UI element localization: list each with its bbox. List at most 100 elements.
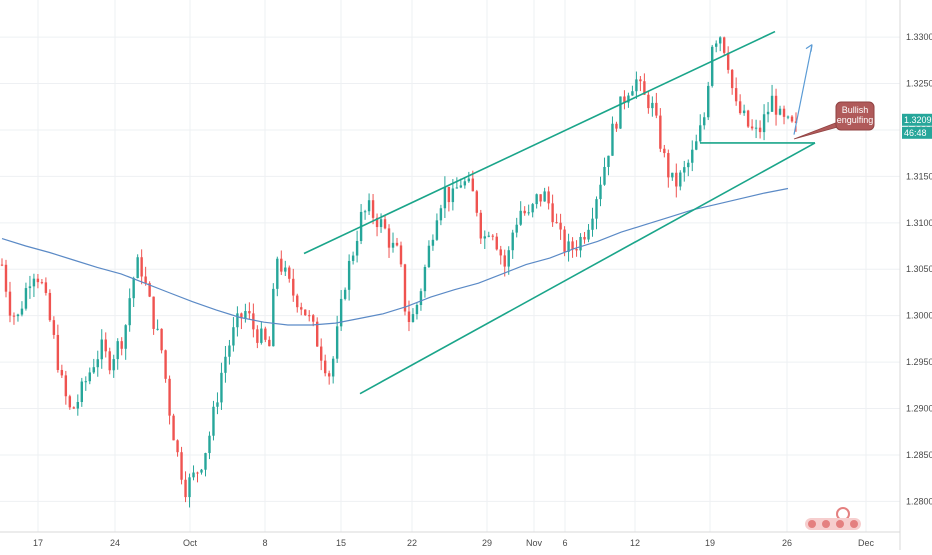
candle-body — [176, 440, 179, 453]
candle-body — [339, 298, 343, 327]
candle-body — [264, 328, 267, 340]
candle-body — [312, 315, 315, 322]
candle-body — [487, 235, 490, 237]
time-axis[interactable]: 17 24 Oct 8 15 22 29 Nov 6 12 19 26 Dec — [33, 538, 875, 548]
time-tick-label: 24 — [110, 538, 120, 548]
candle-body — [200, 469, 203, 473]
candle-body — [499, 249, 502, 256]
last-price-value: 1.32099 — [904, 115, 932, 125]
channel-lower-line[interactable] — [359, 142, 816, 395]
price-tick-label: 1.31000 — [906, 218, 932, 228]
candle-body — [208, 435, 211, 454]
channel-upper-line[interactable] — [303, 30, 776, 255]
candle-body — [120, 341, 123, 349]
annotation-box[interactable] — [835, 101, 875, 131]
candle-body — [479, 212, 482, 239]
candle-body — [52, 320, 56, 335]
moving-average-layer — [1, 187, 789, 326]
candle-body — [495, 236, 498, 250]
candle-body — [76, 402, 80, 409]
projection-arrow-line[interactable] — [793, 44, 813, 135]
time-tick-label: Oct — [183, 538, 198, 548]
candle-body — [108, 351, 111, 371]
candle-body — [571, 241, 574, 250]
candle-body — [683, 167, 686, 173]
price-tick-label: 1.30000 — [906, 311, 932, 321]
candle-body — [72, 407, 76, 409]
candle-body — [260, 328, 263, 343]
candle-body — [288, 267, 291, 279]
candle-body — [463, 181, 467, 186]
candle-body — [12, 315, 16, 317]
candle-body — [156, 328, 159, 330]
candle-body — [451, 188, 455, 203]
candle-body — [371, 200, 375, 218]
candle-body — [335, 326, 339, 359]
candle-body — [304, 309, 307, 316]
candle-body — [427, 245, 431, 268]
candle-body — [232, 327, 235, 346]
candle-body — [746, 110, 750, 127]
candle-body — [216, 402, 219, 407]
candle-body — [667, 153, 670, 178]
candle-body — [415, 305, 419, 315]
candle-body — [24, 288, 28, 309]
candle-body — [319, 346, 323, 361]
arrow-head-icon — [805, 44, 813, 52]
candle-body — [403, 264, 407, 312]
candle-body — [236, 313, 239, 328]
candle-body — [431, 239, 435, 246]
candle-body — [0, 264, 4, 266]
candle-body — [515, 224, 518, 233]
price-tick-label: 1.32500 — [906, 79, 932, 89]
candle-body — [547, 191, 550, 204]
candle-body — [611, 123, 614, 156]
time-tick-label: 19 — [705, 538, 715, 548]
candle-body — [439, 208, 443, 221]
time-tick-label: 17 — [33, 538, 43, 548]
candle-body — [296, 295, 299, 308]
candle-body — [715, 43, 718, 47]
candle-body — [212, 406, 215, 436]
annotation-callout[interactable]: Bullish engulfing — [835, 101, 875, 131]
candle-body — [60, 369, 64, 376]
candle-body — [707, 85, 710, 118]
time-tick-label: 6 — [562, 538, 567, 548]
candle-body — [711, 46, 714, 86]
candle-body — [316, 321, 319, 347]
candle-body — [603, 166, 606, 185]
plot-area[interactable] — [0, 0, 900, 532]
candle-body — [48, 292, 52, 321]
candle-body — [300, 307, 303, 310]
countdown-badge: 46:48 — [902, 126, 932, 139]
candle-body — [272, 288, 275, 347]
candle-body — [144, 276, 147, 284]
candle-body — [308, 315, 311, 317]
time-tick-label: 8 — [262, 538, 267, 548]
candle-body — [543, 191, 546, 202]
candle-body — [519, 210, 522, 225]
candle-body — [423, 267, 427, 292]
time-tick-label: Nov — [526, 538, 543, 548]
candle-body — [40, 282, 44, 284]
candle-body — [770, 95, 774, 112]
candle-body — [343, 289, 347, 299]
time-tick-label: 26 — [782, 538, 792, 548]
candle-body — [64, 375, 68, 397]
candle-body — [671, 172, 674, 178]
candle-body — [563, 229, 566, 252]
candle-body — [152, 296, 155, 329]
candle-body — [647, 94, 650, 109]
candle-body — [535, 194, 538, 205]
candle-body — [375, 217, 379, 228]
candle-body — [738, 101, 742, 114]
candle-body — [327, 373, 331, 377]
candle-body — [623, 96, 626, 103]
annotation-text-line1: Bullish — [842, 105, 869, 115]
candle-body — [750, 126, 754, 129]
candle-body — [363, 211, 367, 213]
candle-body — [284, 267, 287, 272]
